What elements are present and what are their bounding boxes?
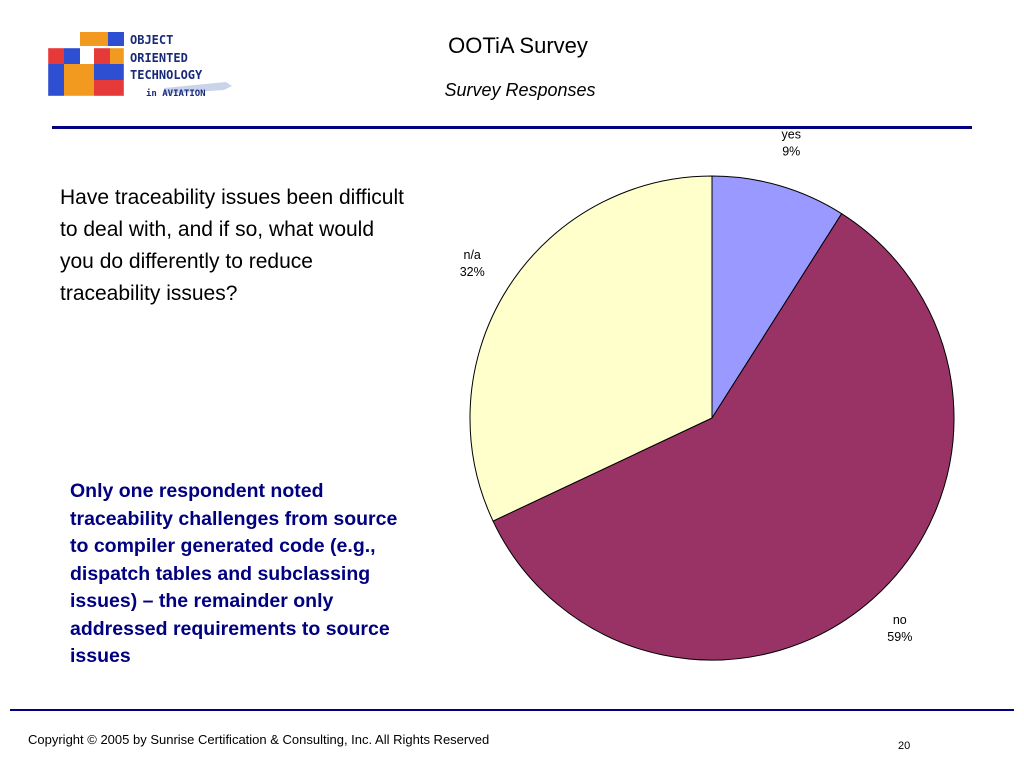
- logo-word-in-aviation: in AVIATION: [146, 88, 206, 99]
- pie-value-label-yes: 9%: [782, 144, 800, 158]
- page-title: OOTiA Survey: [448, 33, 588, 58]
- ootia-logo: OBJECT ORIENTED TECHNOLOGY in AVIATION: [46, 30, 236, 100]
- pie-slice-no: [492, 212, 955, 661]
- pie-slice-yes: [711, 175, 843, 420]
- survey-finding: Only one respondent noted traceability c…: [70, 480, 398, 667]
- copyright-notice: Copyright © 2005 by Sunrise Certificatio…: [28, 732, 490, 747]
- pie-value-label-n-a: 32%: [460, 265, 485, 279]
- pie-slice-n-a: [469, 175, 713, 522]
- header-divider: [52, 126, 972, 129]
- pie-label-yes: yes: [782, 130, 801, 141]
- pie-label-n-a: n/a: [464, 248, 481, 262]
- survey-pie-chart: yes 9% no 59% n/a 32%: [460, 130, 955, 661]
- pie-label-no: no: [893, 613, 907, 627]
- logo-word-technology: TECHNOLOGY: [130, 68, 203, 82]
- survey-question: Have traceability issues been difficult …: [60, 186, 404, 305]
- logo-word-oriented: ORIENTED: [130, 51, 188, 65]
- footer-divider: [10, 709, 1014, 711]
- lego-bricks-logo-graphic: OBJECT ORIENTED TECHNOLOGY in AVIATION: [47, 32, 232, 99]
- page-subtitle: Survey Responses: [444, 80, 596, 100]
- logo-word-object: OBJECT: [130, 33, 173, 47]
- page-number: 20: [898, 740, 911, 752]
- pie-value-label-no: 59%: [887, 630, 912, 644]
